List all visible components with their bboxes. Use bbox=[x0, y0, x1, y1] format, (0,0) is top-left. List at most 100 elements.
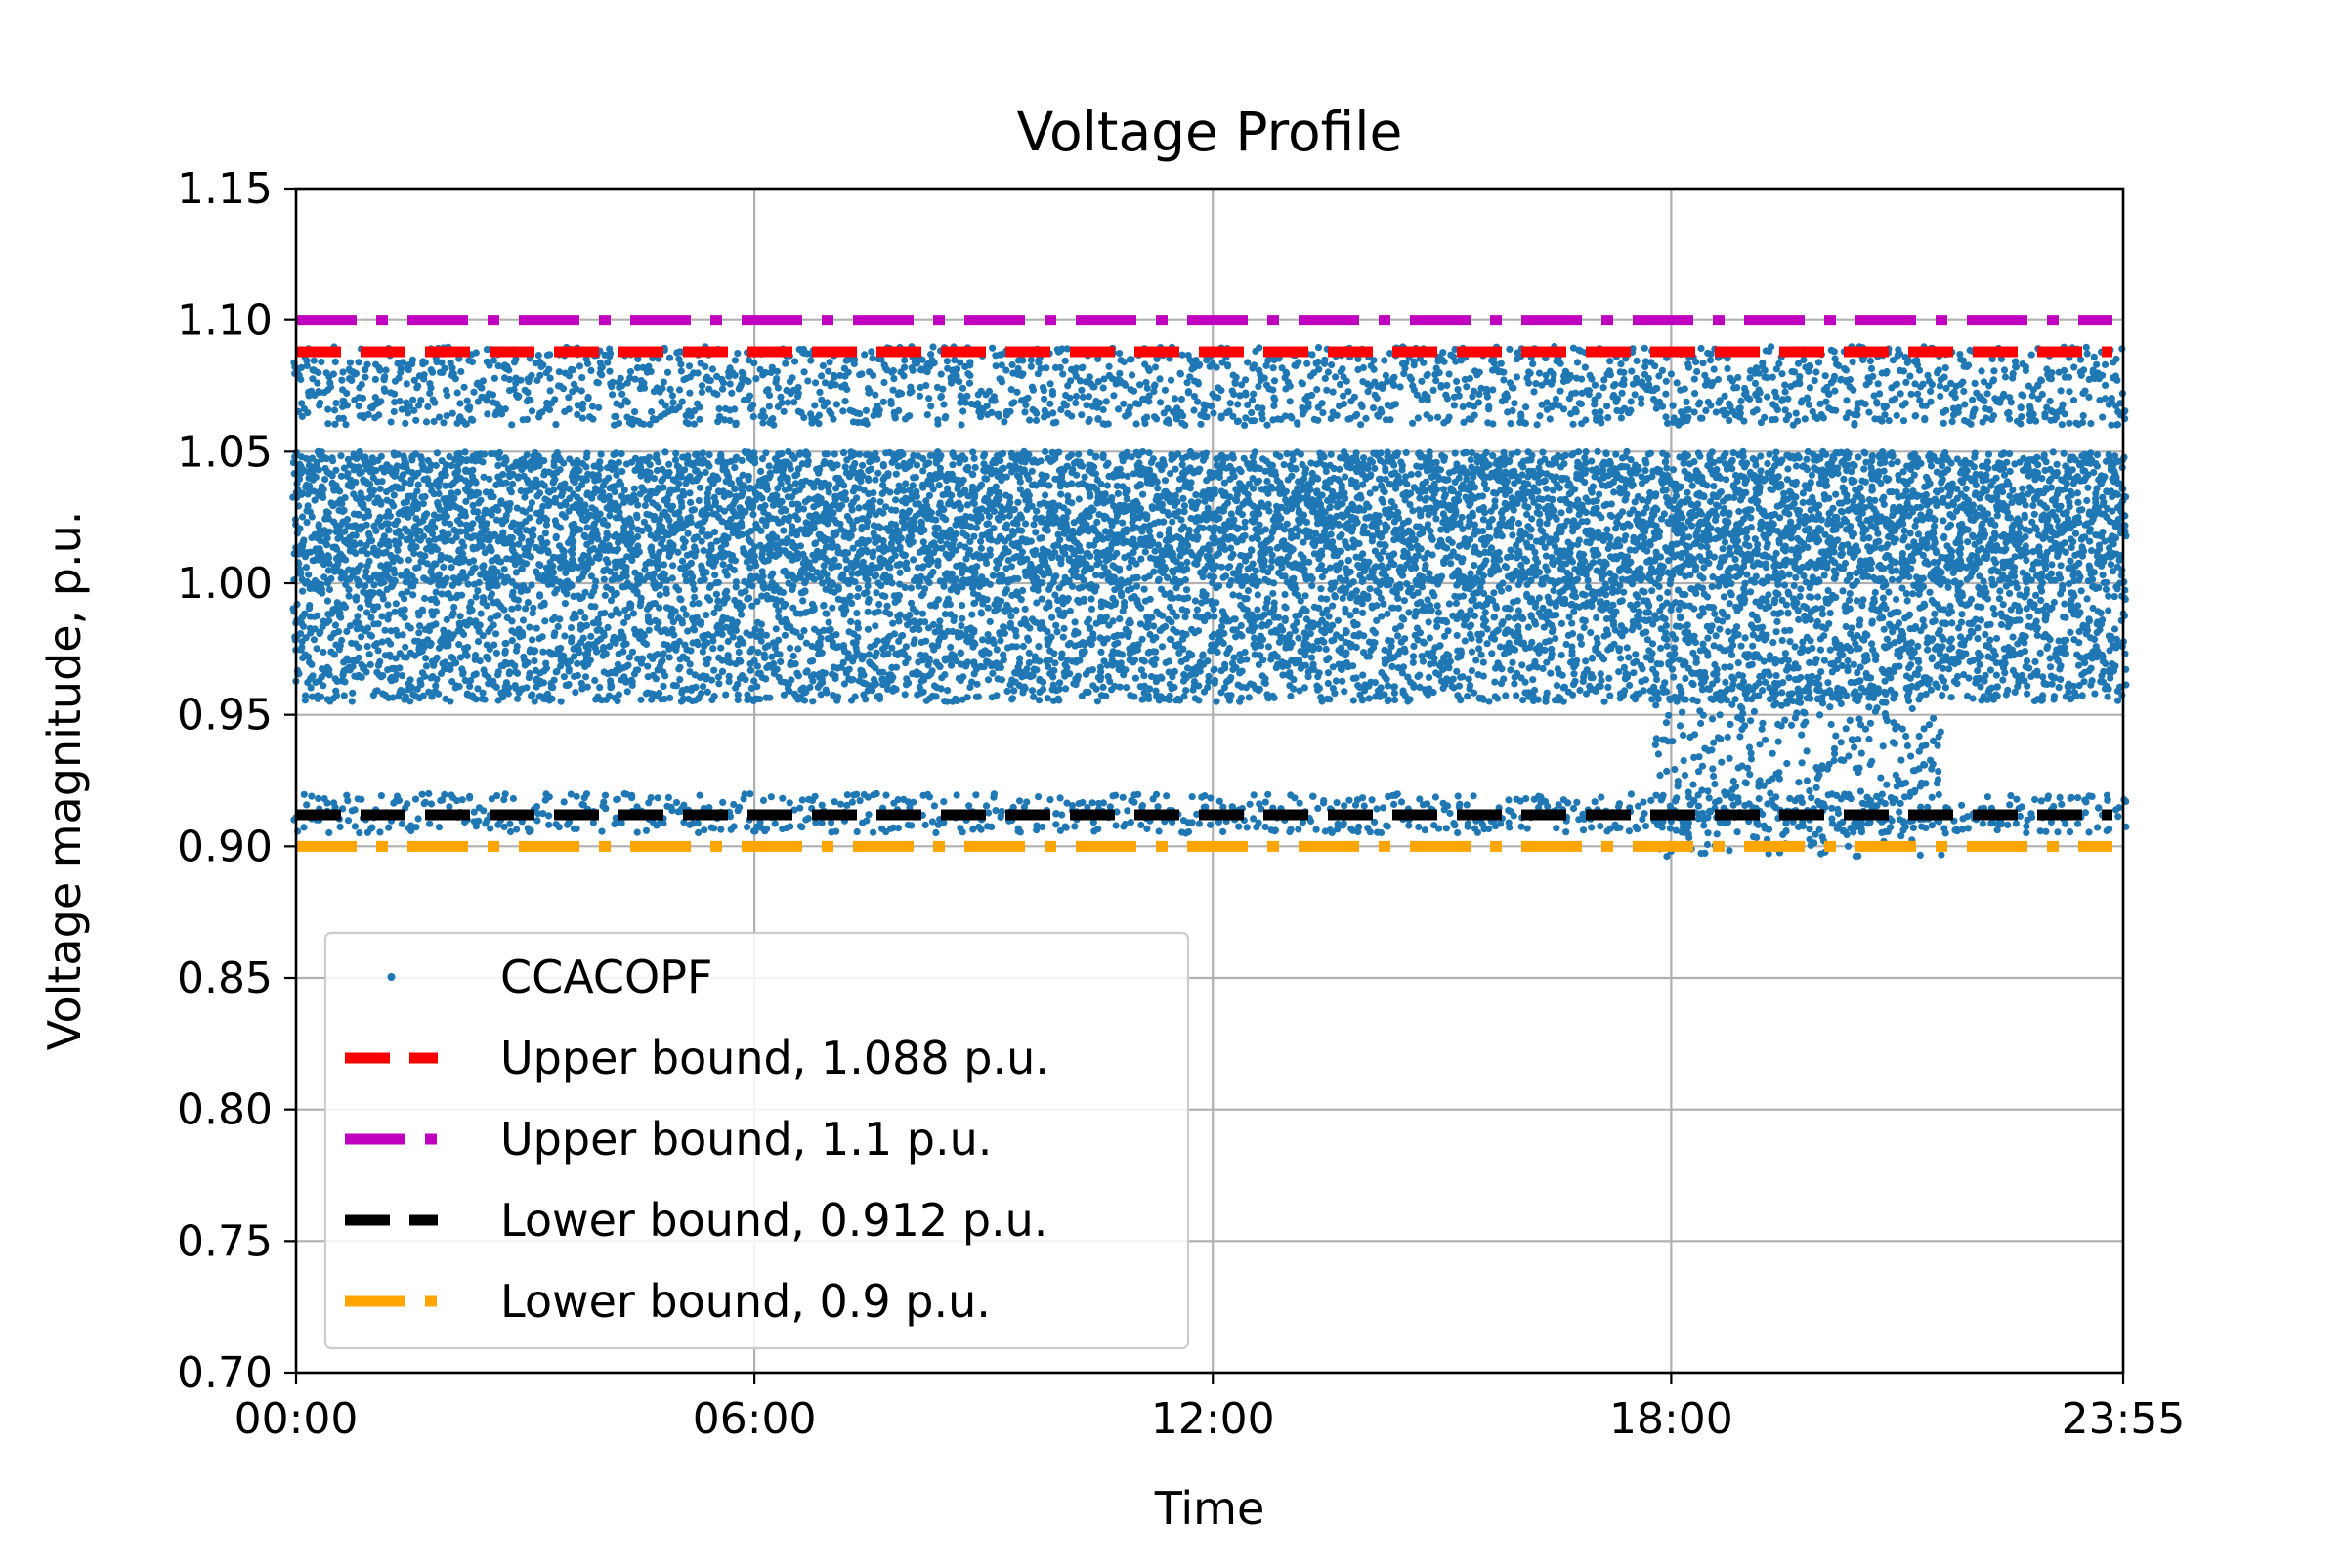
scatter-point bbox=[1674, 379, 1681, 386]
scatter-point bbox=[1591, 401, 1598, 407]
scatter-point bbox=[843, 386, 850, 393]
scatter-point bbox=[595, 476, 602, 483]
scatter-point bbox=[2073, 420, 2080, 427]
scatter-point bbox=[1359, 378, 1366, 385]
scatter-point bbox=[1507, 379, 1514, 386]
scatter-point bbox=[405, 557, 412, 564]
scatter-point bbox=[584, 564, 591, 571]
scatter-point bbox=[641, 385, 648, 392]
scatter-point bbox=[892, 496, 899, 503]
scatter-point bbox=[1514, 373, 1520, 380]
scatter-point bbox=[990, 525, 997, 531]
scatter-point bbox=[1014, 499, 1021, 506]
scatter-point bbox=[329, 480, 336, 487]
scatter-point bbox=[1143, 414, 1150, 421]
scatter-point bbox=[570, 538, 576, 545]
scatter-point bbox=[1010, 399, 1017, 405]
scatter-point bbox=[446, 530, 452, 537]
scatter-point bbox=[648, 368, 655, 375]
scatter-point bbox=[470, 557, 477, 564]
scatter-point bbox=[840, 449, 847, 456]
scatter-point bbox=[870, 372, 876, 379]
scatter-point bbox=[823, 544, 830, 551]
scatter-point bbox=[1851, 420, 1857, 427]
scatter-point bbox=[1150, 388, 1157, 395]
scatter-point bbox=[508, 421, 515, 428]
scatter-point bbox=[583, 454, 590, 461]
scatter-point bbox=[1582, 416, 1589, 423]
scatter-point bbox=[1256, 367, 1262, 374]
scatter-point bbox=[454, 489, 461, 496]
scatter-point bbox=[949, 461, 956, 468]
scatter-point bbox=[669, 574, 676, 581]
scatter-point bbox=[1778, 370, 1785, 377]
scatter-point bbox=[1133, 420, 1140, 427]
scatter-point bbox=[1752, 380, 1759, 387]
scatter-point bbox=[978, 573, 985, 580]
scatter-point bbox=[1055, 449, 1062, 456]
scatter-point bbox=[2093, 361, 2100, 368]
scatter-point bbox=[1230, 391, 1237, 398]
scatter-point bbox=[1234, 401, 1241, 407]
scatter-point bbox=[316, 466, 322, 473]
scatter-point bbox=[1926, 378, 1933, 385]
scatter-point bbox=[813, 466, 820, 473]
scatter-point bbox=[882, 487, 889, 493]
scatter-point bbox=[1018, 528, 1025, 534]
scatter-point bbox=[557, 525, 564, 531]
scatter-point bbox=[609, 391, 616, 398]
scatter-point bbox=[397, 398, 404, 404]
scatter-point bbox=[831, 450, 838, 457]
scatter-point bbox=[1756, 370, 1763, 377]
scatter-point bbox=[1779, 396, 1786, 403]
scatter-point bbox=[1072, 400, 1079, 406]
scatter-point bbox=[814, 493, 821, 500]
scatter-point bbox=[1232, 380, 1239, 387]
scatter-point bbox=[1060, 514, 1067, 521]
scatter-point bbox=[851, 451, 858, 458]
scatter-point bbox=[559, 484, 566, 490]
scatter-point bbox=[1086, 393, 1092, 400]
scatter-point bbox=[767, 369, 774, 376]
scatter-point bbox=[526, 514, 533, 521]
scatter-point bbox=[424, 475, 431, 482]
scatter-point bbox=[671, 477, 678, 484]
scatter-point bbox=[864, 421, 871, 428]
scatter-point bbox=[433, 462, 440, 469]
scatter-point bbox=[298, 491, 305, 498]
scatter-point bbox=[640, 364, 647, 371]
scatter-point bbox=[356, 403, 362, 409]
scatter-point bbox=[649, 572, 656, 578]
scatter-point bbox=[624, 380, 631, 387]
scatter-point bbox=[1761, 414, 1768, 421]
scatter-point bbox=[944, 358, 951, 364]
scatter-point bbox=[893, 471, 900, 478]
scatter-point bbox=[440, 564, 447, 571]
scatter-point bbox=[1921, 416, 1928, 423]
scatter-point bbox=[774, 458, 781, 465]
scatter-point bbox=[1895, 353, 1901, 360]
scatter-point bbox=[850, 526, 857, 532]
scatter-point bbox=[1025, 451, 1032, 458]
scatter-point bbox=[401, 456, 407, 463]
scatter-point bbox=[711, 529, 718, 535]
scatter-point bbox=[816, 412, 823, 419]
scatter-point bbox=[970, 533, 977, 540]
scatter-point bbox=[686, 473, 693, 480]
scatter-point bbox=[1039, 534, 1045, 541]
scatter-point bbox=[576, 362, 583, 369]
scatter-point bbox=[971, 569, 978, 575]
scatter-point bbox=[343, 390, 350, 397]
scatter-point bbox=[373, 401, 380, 407]
scatter-point bbox=[697, 485, 704, 491]
scatter-point bbox=[1325, 368, 1332, 375]
scatter-point bbox=[332, 359, 339, 365]
scatter-point bbox=[778, 450, 785, 457]
scatter-point bbox=[762, 522, 769, 529]
scatter-point bbox=[806, 561, 813, 568]
scatter-point bbox=[1525, 380, 1532, 387]
scatter-point bbox=[927, 403, 934, 409]
scatter-point bbox=[545, 502, 552, 509]
scatter-point bbox=[1828, 379, 1835, 386]
scatter-point bbox=[1022, 396, 1029, 403]
